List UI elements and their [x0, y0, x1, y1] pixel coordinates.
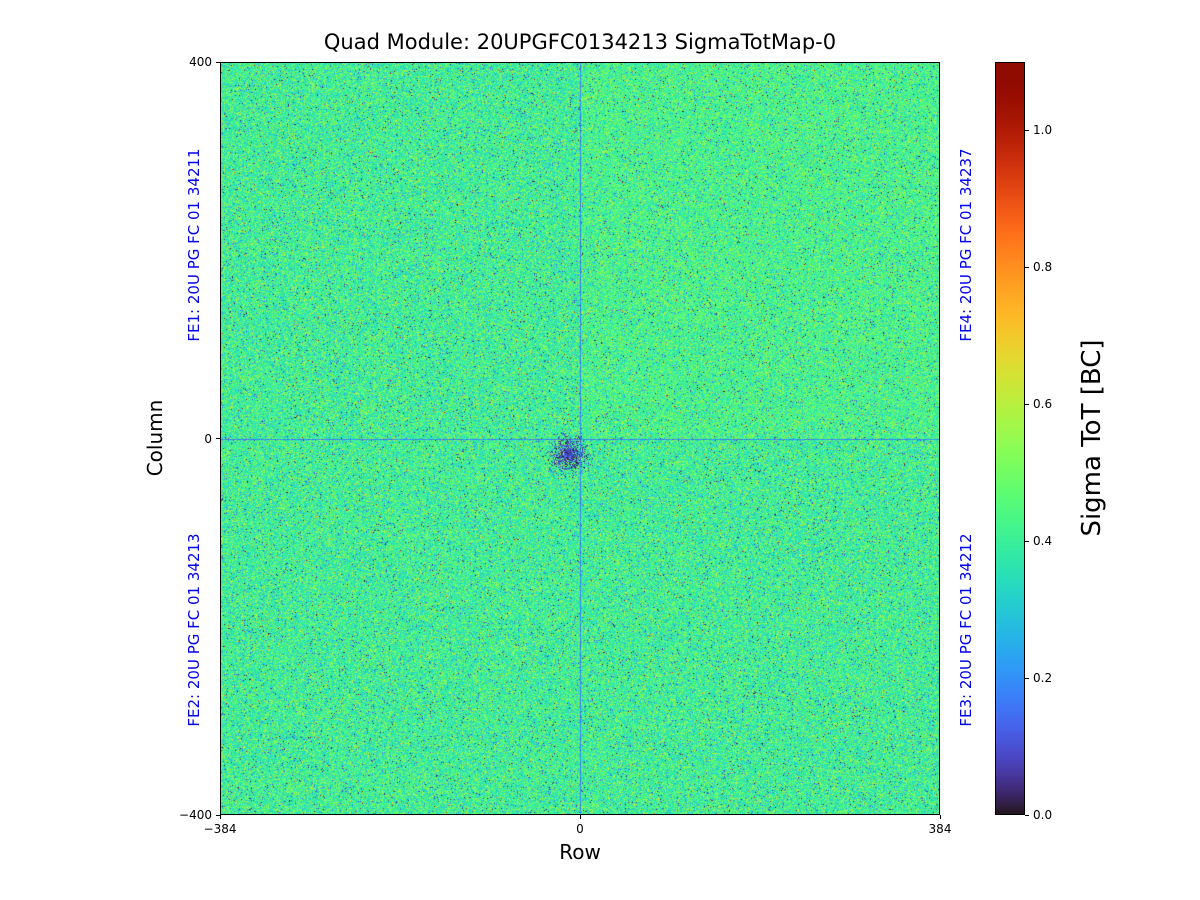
colorbar-tick-mark — [1025, 814, 1029, 816]
fe-chip-label-fe1: FE1: 20U PG FC 01 34211 — [185, 148, 203, 342]
colorbar-tick-label: 0.2 — [1033, 671, 1053, 686]
colorbar — [995, 62, 1025, 815]
chart-title: Quad Module: 20UPGFC0134213 SigmaTotMap-… — [323, 30, 837, 54]
x-tick-label: −384 — [203, 822, 237, 836]
colorbar-tick-mark — [1025, 677, 1029, 679]
x-tick-mark — [939, 815, 941, 819]
heatmap-plot-area — [220, 62, 940, 815]
y-tick-label: 0 — [204, 431, 212, 446]
colorbar-tick-mark — [1025, 129, 1029, 131]
x-axis-label: Row — [559, 840, 601, 864]
y-tick-mark — [216, 61, 220, 63]
x-tick-mark — [219, 815, 221, 819]
colorbar-tick-label: 0.0 — [1033, 808, 1053, 822]
y-tick-mark — [216, 814, 220, 816]
colorbar-tick-label: 0.6 — [1033, 397, 1053, 412]
x-tick-label: 0 — [576, 822, 584, 836]
y-tick-label: 400 — [189, 55, 212, 69]
colorbar-gradient — [995, 62, 1025, 815]
colorbar-tick-mark — [1025, 403, 1029, 405]
x-tick-mark — [579, 815, 581, 819]
colorbar-tick-label: 0.8 — [1033, 260, 1053, 275]
colorbar-label: Sigma ToT [BC] — [1077, 339, 1107, 537]
y-tick-mark — [216, 438, 220, 439]
colorbar-tick-label: 0.4 — [1033, 534, 1053, 549]
y-axis-label: Column — [143, 399, 167, 477]
y-tick-label: −400 — [179, 808, 212, 822]
colorbar-tick-mark — [1025, 266, 1029, 268]
heatmap-canvas — [220, 62, 940, 815]
colorbar-tick-mark — [1025, 540, 1029, 542]
fe-chip-label-fe2: FE2: 20U PG FC 01 34213 — [185, 533, 203, 727]
colorbar-tick-label: 1.0 — [1033, 123, 1053, 138]
x-tick-label: 384 — [928, 822, 952, 836]
fe-chip-label-fe3: FE3: 20U PG FC 01 34212 — [957, 533, 975, 727]
fe-chip-label-fe4: FE4: 20U PG FC 01 34237 — [957, 148, 975, 342]
